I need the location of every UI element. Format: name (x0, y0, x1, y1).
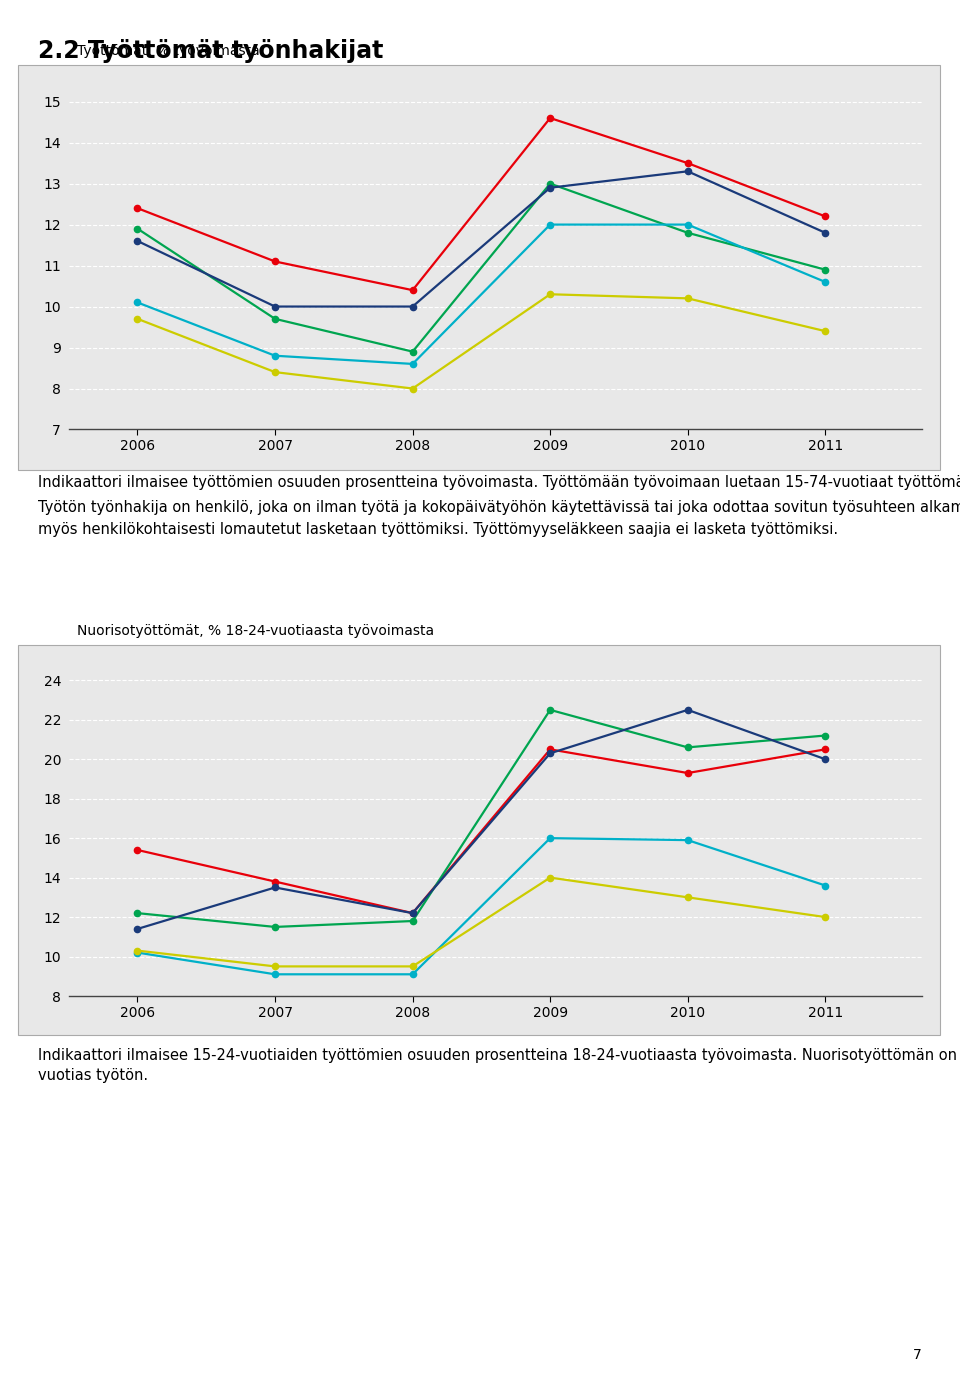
Text: myös henkilökohtaisesti lomautetut lasketaan työttömiksi. Työttömyyseläkkeen saa: myös henkilökohtaisesti lomautetut laske… (38, 523, 838, 536)
Text: Työttömät, % työvoimasta: Työttömät, % työvoimasta (77, 44, 260, 58)
Text: 2.2 Työttömät työnhakijat: 2.2 Työttömät työnhakijat (38, 39, 384, 62)
Text: Indikaattori ilmaisee työttömien osuuden prosentteina työvoimasta. Työttömään ty: Indikaattori ilmaisee työttömien osuuden… (38, 474, 960, 490)
Text: Indikaattori ilmaisee 15-24-vuotiaiden työttömien osuuden prosentteina 18-24-vuo: Indikaattori ilmaisee 15-24-vuotiaiden t… (38, 1048, 960, 1063)
Text: Nuorisotyöttömät, % 18-24-vuotiaasta työvoimasta: Nuorisotyöttömät, % 18-24-vuotiaasta työ… (77, 623, 434, 638)
Text: 7: 7 (913, 1349, 922, 1362)
Text: vuotias työtön.: vuotias työtön. (38, 1067, 149, 1083)
Text: Työtön työnhakija on henkilö, joka on ilman työtä ja kokopäivätyöhön käytettävis: Työtön työnhakija on henkilö, joka on il… (38, 501, 960, 514)
